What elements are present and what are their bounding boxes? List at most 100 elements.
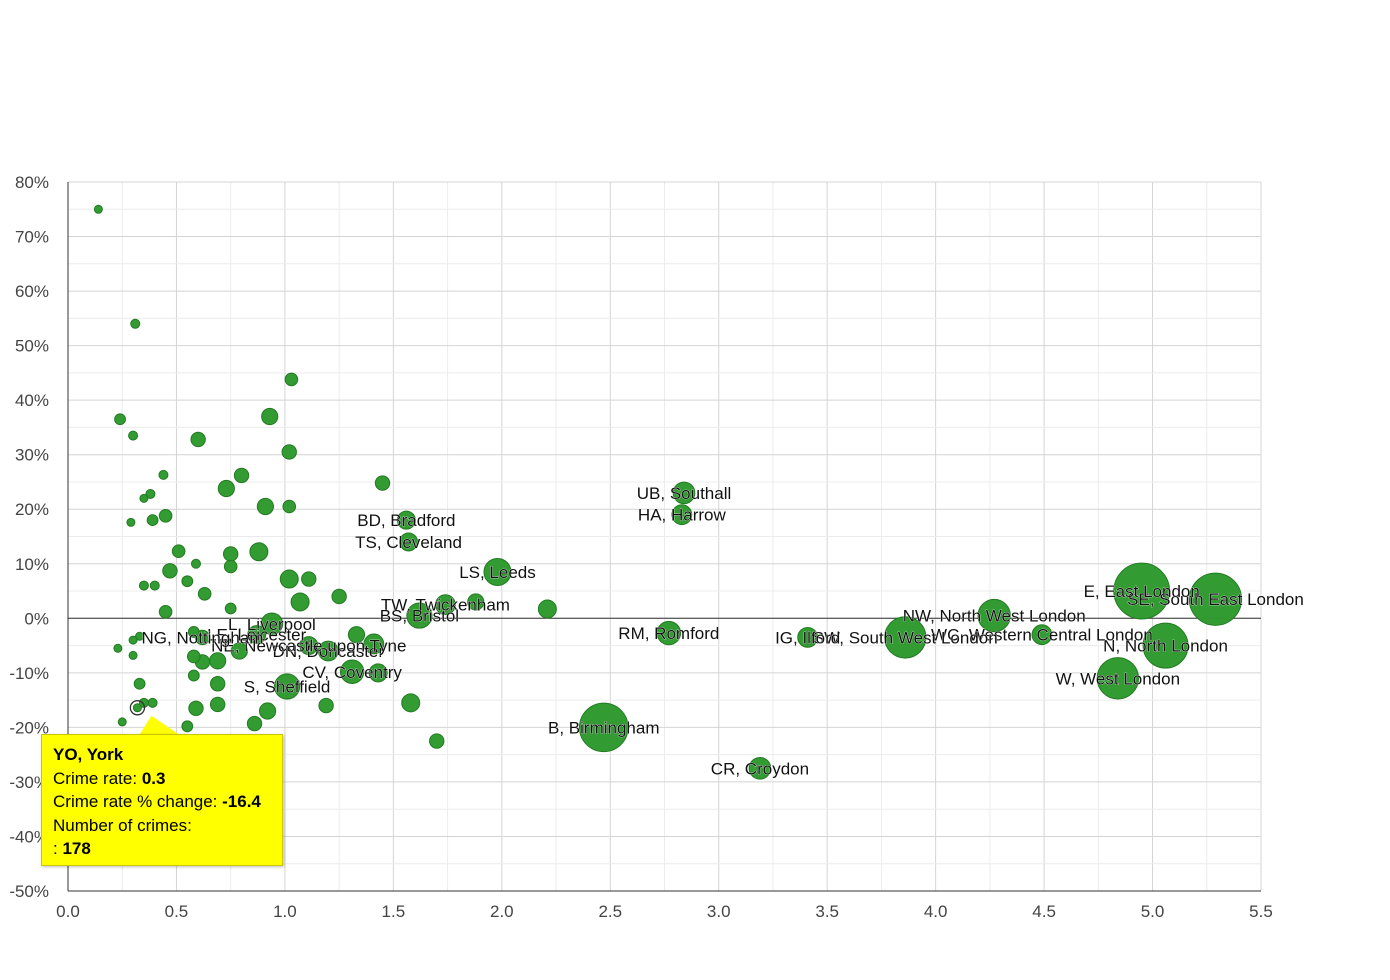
bubble-point[interactable] (181, 720, 194, 733)
y-tick-label: 40% (15, 391, 49, 410)
y-tick-label: 10% (15, 555, 49, 574)
bubble-point[interactable] (368, 663, 388, 683)
bubble-point[interactable] (190, 558, 201, 569)
y-tick-label: 50% (15, 337, 49, 356)
bubble-point[interactable] (113, 643, 123, 653)
bubble-point[interactable] (158, 469, 169, 480)
bubble-point[interactable] (246, 715, 263, 732)
bubble-point[interactable] (483, 557, 512, 586)
bubble-point[interactable] (222, 546, 239, 562)
bubble-point[interactable] (1188, 572, 1243, 626)
bubble-point[interactable] (247, 625, 267, 645)
bubble-point[interactable] (181, 575, 194, 588)
chart-axes: 0.0 0.5 1.0 1.5 2.0 2.5 3.0 3.5 4.0 4.5 5.0 5.5 80% 7… (9, 173, 1273, 921)
bubble-point[interactable] (147, 697, 158, 708)
bubble-point[interactable] (188, 700, 204, 716)
bubble-point[interactable] (1113, 562, 1171, 620)
bubble-point[interactable] (260, 612, 284, 636)
bubble-point[interactable] (1031, 624, 1053, 646)
bubble-point[interactable] (138, 580, 149, 591)
bubble-point[interactable] (128, 635, 138, 645)
bubble-point[interactable] (282, 499, 297, 514)
bubble-point[interactable] (187, 669, 200, 682)
bubble-point[interactable] (187, 649, 201, 664)
bubble-point[interactable] (93, 204, 103, 214)
bubble-point[interactable] (128, 430, 139, 441)
bubble-point[interactable] (656, 620, 682, 646)
bubble-point[interactable] (117, 717, 127, 727)
bubble-point[interactable] (128, 650, 138, 660)
bubble-point[interactable] (273, 673, 301, 700)
bubble-point[interactable] (401, 693, 421, 713)
bubble-point[interactable] (145, 488, 156, 499)
bubble-point[interactable] (331, 588, 347, 605)
bubble-point[interactable] (190, 431, 206, 448)
bubble-label: IG, Ilford (775, 628, 840, 647)
bubble-point[interactable] (171, 544, 186, 559)
bubble-point[interactable] (135, 631, 145, 641)
bubble-point[interactable] (158, 604, 173, 619)
bubble-point[interactable] (374, 475, 391, 491)
bubble-point[interactable] (318, 697, 334, 714)
bubble-point[interactable] (317, 640, 339, 662)
bubble-point[interactable] (256, 497, 274, 516)
bubble-point[interactable] (301, 571, 317, 587)
bubble-point[interactable] (126, 517, 136, 527)
bubble-point[interactable] (162, 563, 178, 579)
bubble-point[interactable] (299, 636, 319, 656)
bubble-point[interactable] (339, 659, 365, 684)
bubble-point[interactable] (284, 372, 299, 387)
x-tick-label: 3.5 (815, 902, 839, 921)
bubble-point[interactable] (1096, 657, 1140, 700)
bubble-point[interactable] (149, 580, 160, 591)
bubble-point[interactable] (672, 481, 696, 505)
bubble-point[interactable] (406, 602, 433, 629)
x-tick-label: 1.5 (382, 902, 406, 921)
bubble-point[interactable] (130, 318, 141, 329)
bubble-point[interactable] (435, 594, 456, 616)
bubble-point[interactable] (399, 532, 419, 552)
bubble-point[interactable] (230, 642, 248, 660)
bubble-point[interactable] (290, 592, 310, 612)
bubble-label: W, West London (1056, 669, 1180, 688)
bubble-point[interactable] (429, 733, 445, 749)
bubble-point[interactable] (187, 626, 200, 638)
bubble-point[interactable] (209, 676, 226, 692)
bubble-point[interactable] (158, 508, 173, 523)
bubble-point[interactable] (249, 542, 269, 562)
bubble-point[interactable] (233, 467, 250, 484)
x-tick-label: 5.0 (1141, 902, 1165, 921)
bubble-point[interactable] (224, 602, 237, 615)
bubble-point[interactable] (363, 633, 385, 655)
y-tick-label: 70% (15, 228, 49, 247)
bubble-point[interactable] (261, 407, 279, 426)
bubble-point[interactable] (217, 479, 235, 498)
bubble-point[interactable] (1142, 622, 1189, 669)
bubble-point[interactable] (396, 510, 416, 530)
bubble-point[interactable] (133, 677, 146, 690)
bubble-label: BD, Bradford (357, 511, 455, 530)
bubble-point[interactable] (209, 696, 226, 713)
bubble-point[interactable] (132, 703, 142, 713)
bubble-point[interactable] (671, 504, 693, 526)
bubble-point[interactable] (139, 493, 149, 503)
bubble-point[interactable] (197, 586, 212, 601)
bubble-point[interactable] (347, 626, 366, 644)
bubble-point[interactable] (281, 444, 297, 460)
tooltip-pointer (139, 715, 180, 735)
bubble-point[interactable] (884, 616, 927, 659)
bubble-point[interactable] (748, 756, 772, 780)
bubble-point[interactable] (223, 559, 238, 574)
y-tick-label: 30% (15, 446, 49, 465)
bubble-point[interactable] (578, 702, 629, 753)
bubble-point[interactable] (467, 593, 485, 611)
bubble-point[interactable] (977, 598, 1011, 633)
bubble-point[interactable] (537, 599, 557, 619)
bubble-point[interactable] (258, 702, 277, 720)
bubble-point[interactable] (114, 413, 126, 426)
bubble-label: BS, Bristol (380, 607, 459, 626)
bubble-point[interactable] (797, 626, 819, 648)
bubble-point[interactable] (279, 569, 299, 589)
bubble-point[interactable] (146, 514, 159, 527)
bubble-label: SW, South West London (813, 628, 998, 647)
